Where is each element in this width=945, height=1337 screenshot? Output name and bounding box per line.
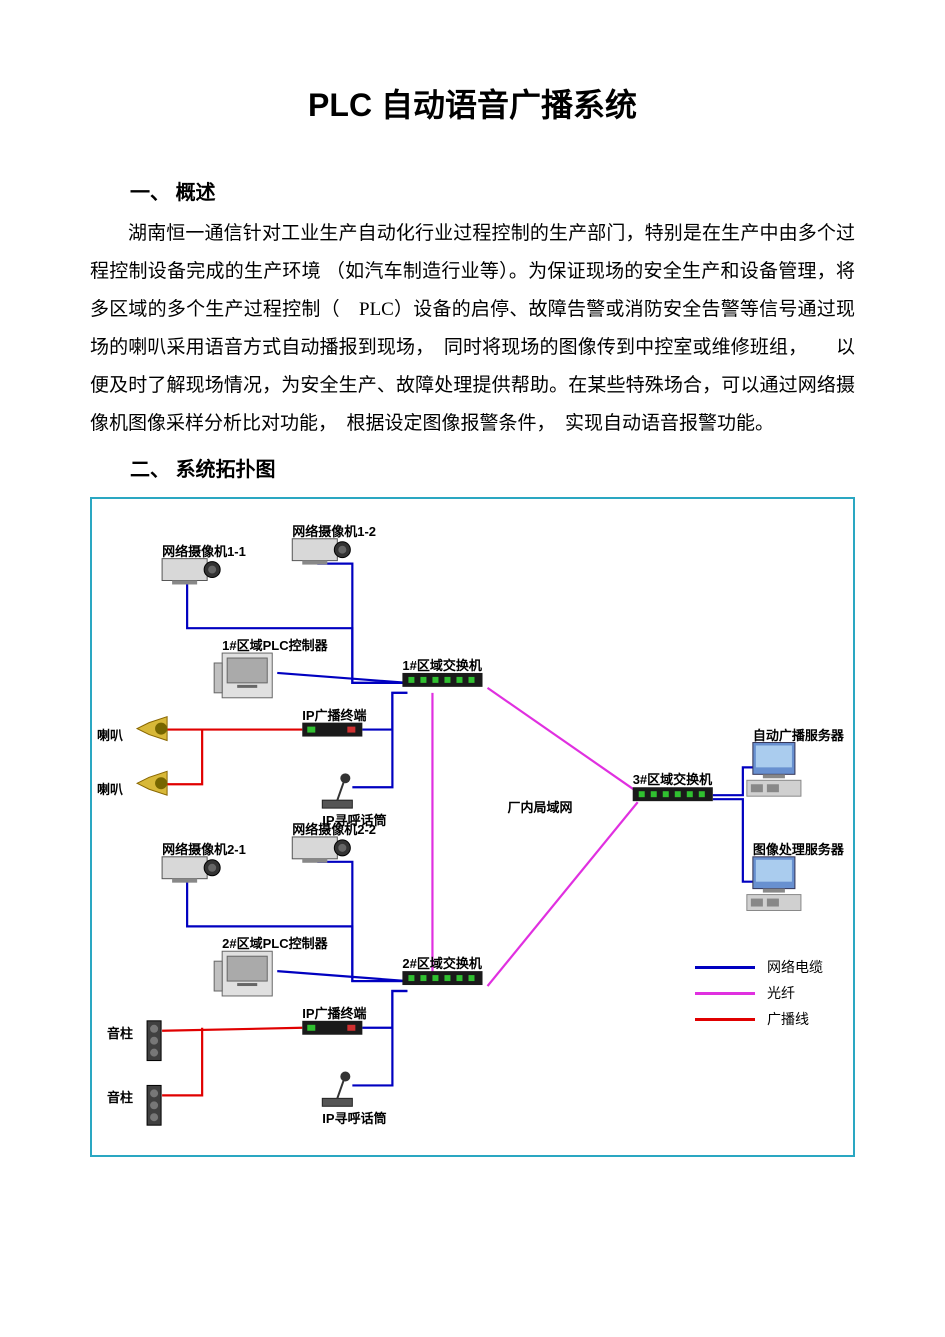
page-title: PLC 自动语音广播系统 <box>90 80 855 126</box>
node-srv1 <box>747 743 801 797</box>
node-spk1a <box>137 717 167 741</box>
edge-plc2-sw2 <box>277 971 407 981</box>
topology-diagram: 网络摄像机1-1网络摄像机1-21#区域PLC控制器1#区域交换机IP广播终端喇… <box>90 497 855 1157</box>
node-mic2 <box>322 1072 352 1107</box>
legend-row-1: 光纤 <box>695 983 823 1003</box>
label-col2b: 音柱 <box>107 1087 133 1106</box>
legend-label-2: 广播线 <box>767 1009 809 1029</box>
edge-bt1-sw1 <box>362 693 407 730</box>
legend-row-2: 广播线 <box>695 1009 823 1029</box>
label-sw3: 3#区域交换机 <box>633 769 712 788</box>
edge-sw1-sw3 <box>488 688 638 792</box>
node-col2b <box>147 1085 161 1125</box>
node-sw1 <box>402 673 482 687</box>
node-mic1 <box>322 773 352 808</box>
legend-label-1: 光纤 <box>767 983 795 1003</box>
label-spk1b: 喇叭 <box>97 779 123 798</box>
label-cam21: 网络摄像机2-1 <box>162 839 246 858</box>
label-plc1: 1#区域PLC控制器 <box>222 635 327 654</box>
node-cam21 <box>162 857 220 883</box>
label-cam12: 网络摄像机1-2 <box>292 521 376 540</box>
node-cam11 <box>162 559 220 585</box>
section-1-label: 概述 <box>176 182 216 204</box>
label-spk1a: 喇叭 <box>97 725 123 744</box>
label-bt2: IP广播终端 <box>302 1003 366 1022</box>
label-plc2: 2#区域PLC控制器 <box>222 933 327 952</box>
legend-row-0: 网络电缆 <box>695 957 823 977</box>
node-bt2 <box>302 1021 362 1035</box>
edge-cam12-sw1 <box>317 564 407 683</box>
label-cam11: 网络摄像机1-1 <box>162 541 246 560</box>
section-1-header: 一、 概述 <box>130 176 855 205</box>
node-spk1b <box>137 771 167 795</box>
node-plc2 <box>214 951 272 996</box>
label-col2a: 音柱 <box>107 1023 133 1042</box>
node-plc1 <box>214 653 272 698</box>
node-srv2 <box>747 857 801 911</box>
label-sw2: 2#区域交换机 <box>402 953 481 972</box>
section-2-num: 二、 <box>130 459 170 481</box>
node-col2a <box>147 1021 161 1061</box>
label-srv1: 自动广播服务器 <box>753 725 844 744</box>
edge-spk1b-bt1 <box>167 730 202 785</box>
node-sw3 <box>633 787 713 801</box>
label-sw1: 1#区域交换机 <box>402 655 481 674</box>
section-2-header: 二、 系统拓扑图 <box>130 453 855 482</box>
label-cam22: 网络摄像机2-2 <box>292 819 376 838</box>
overview-paragraph: 湖南恒一通信针对工业生产自动化行业过程控制的生产部门，特别是在生产中由多个过程控… <box>90 215 855 443</box>
legend-swatch-0 <box>695 966 755 969</box>
label-lan: 厂内局域网 <box>508 797 573 816</box>
node-cam22 <box>292 837 350 863</box>
edge-sw3-srv2 <box>713 799 758 881</box>
edge-sw2-sw3 <box>488 802 638 986</box>
edge-col2b-bt2 <box>162 1028 202 1096</box>
section-1-num: 一、 <box>130 182 170 204</box>
edge-plc1-sw1 <box>277 673 407 683</box>
legend: 网络电缆光纤广播线 <box>695 951 823 1035</box>
label-srv2: 图像处理服务器 <box>753 839 844 858</box>
legend-label-0: 网络电缆 <box>767 957 823 977</box>
node-sw2 <box>402 971 482 985</box>
section-2-label: 系统拓扑图 <box>176 459 276 481</box>
edge-cam22-sw2 <box>317 862 407 981</box>
legend-swatch-1 <box>695 992 755 995</box>
edge-bt2-sw2 <box>362 991 407 1028</box>
edge-col2a-bt2 <box>162 1028 302 1031</box>
label-mic2: IP寻呼话筒 <box>322 1108 386 1127</box>
legend-swatch-2 <box>695 1018 755 1021</box>
node-bt1 <box>302 723 362 737</box>
label-bt1: IP广播终端 <box>302 705 366 724</box>
node-cam12 <box>292 539 350 565</box>
